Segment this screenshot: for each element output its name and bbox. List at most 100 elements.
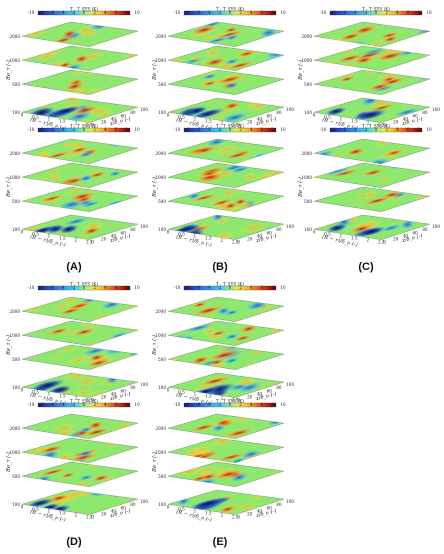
colorbar-tick: 2 xyxy=(385,10,388,15)
colorbar-tick: 4 xyxy=(250,402,253,407)
colorbar-title: T - T_SYS (K) xyxy=(362,6,390,11)
x-tick-label: 1 xyxy=(194,233,197,238)
z-tick-label: 20 xyxy=(247,395,253,400)
colorbar-tick: -2 xyxy=(217,402,221,407)
colorbar xyxy=(37,127,131,133)
colorbar-tick: 10 xyxy=(280,127,286,132)
z-tick-label: 40 xyxy=(257,116,263,121)
z-tick-label: 0 xyxy=(237,123,240,128)
y-tick-label: 500 xyxy=(158,357,166,362)
y-axis-label: Re_τ (-) xyxy=(5,335,12,356)
colorbar-tick: 8 xyxy=(417,127,420,132)
y-tick-label: 100 xyxy=(304,110,312,115)
colorbar-tick: -10 xyxy=(174,10,181,15)
z-tick-label: 60 xyxy=(121,388,127,393)
x-tick-label: 0.5 xyxy=(324,231,331,236)
colorbar-tick: 0 xyxy=(83,285,86,290)
y-tick-label: 500 xyxy=(158,199,166,204)
x-tick-label: 1.5 xyxy=(205,394,212,399)
colorbar-tick: -8 xyxy=(332,10,336,15)
x-tick-label: 2 xyxy=(74,121,77,126)
panel-label: (E) xyxy=(213,536,228,548)
z-tick-label: 0 xyxy=(91,240,94,245)
z-tick-label: 40 xyxy=(111,391,117,396)
colorbar-tick: 10 xyxy=(280,402,286,407)
colorbar-tick: -4 xyxy=(207,402,211,407)
colorbar-tick: 0 xyxy=(229,402,232,407)
colorbar-title: T - T_SYS (K) xyxy=(216,398,244,403)
x-tick-label: 0 xyxy=(167,229,170,234)
y-tick-label: 500 xyxy=(12,199,20,204)
z-tick-label: 100 xyxy=(140,107,148,112)
x-tick-label: 0 xyxy=(21,229,24,234)
x-tick-label: 2.5 xyxy=(378,123,385,128)
y-tick-label: 100 xyxy=(12,110,20,115)
z-tick-label: 40 xyxy=(111,116,117,121)
z-tick-label: 20 xyxy=(393,120,399,125)
x-tick-label: 0.5 xyxy=(178,114,185,119)
panel-label: (B) xyxy=(212,261,228,273)
colorbar-tick: 6 xyxy=(406,127,409,132)
colorbar-tick: 10 xyxy=(426,10,432,15)
colorbar-tick: -4 xyxy=(353,127,357,132)
colorbar-tick: -6 xyxy=(196,285,200,290)
temperature-field xyxy=(22,22,112,47)
y-tick-label: 1000 xyxy=(301,175,312,180)
z-tick-label: 80 xyxy=(130,227,136,232)
x-tick-label: 1 xyxy=(48,116,51,121)
x-tick-label: 1 xyxy=(194,116,197,121)
colorbar-tick: -6 xyxy=(50,285,54,290)
colorbar-tick: 8 xyxy=(125,10,128,15)
colorbar-tick: 8 xyxy=(271,285,274,290)
z-tick-label: 60 xyxy=(267,388,273,393)
y-tick-label: 500 xyxy=(158,82,166,87)
z-tick-label: 80 xyxy=(422,110,428,115)
colorbar-tick: -2 xyxy=(363,10,367,15)
colorbar-tick: 2 xyxy=(93,402,96,407)
panel-d: T - T_SYS (K)-10 -8 -6 -4 -2 0 2 4 6 8 10200010005… xyxy=(5,281,148,548)
y-axis-label: Re_τ (-) xyxy=(151,177,158,198)
x-tick-label: 2 xyxy=(74,513,77,518)
colorbar-tick: -4 xyxy=(61,10,65,15)
z-tick-label: 20 xyxy=(101,237,107,242)
x-tick-label: 2 xyxy=(366,121,369,126)
x-tick-label: 0 xyxy=(167,504,170,509)
colorbar-tick: -8 xyxy=(40,402,44,407)
y-axis-label: Re_τ (-) xyxy=(5,452,12,473)
panel-e: T - T_SYS (K)-10 -8 -6 -4 -2 0 2 4 6 8 10200010005… xyxy=(151,281,294,548)
colorbar-tick: 4 xyxy=(396,10,399,15)
colorbar-tick: 4 xyxy=(250,285,253,290)
z-tick-label: 0 xyxy=(91,123,94,128)
colorbar-title: T - T_SYS (K) xyxy=(70,123,98,128)
z-tick-label: 80 xyxy=(276,227,282,232)
y-tick-label: 2000 xyxy=(9,151,20,156)
panel-c: T - T_SYS (K)-10 -8 -6 -4 -2 0 2 4 6 8 10200010005… xyxy=(297,6,440,273)
colorbar-tick: 6 xyxy=(406,10,409,15)
colorbar-tick: -10 xyxy=(28,402,35,407)
y-tick-label: 1000 xyxy=(155,175,166,180)
y-tick-label: 2000 xyxy=(9,426,20,431)
x-tick-label: 0.5 xyxy=(178,506,185,511)
x-tick-label: 2.5 xyxy=(232,123,239,128)
colorbar-tick: 2 xyxy=(385,127,388,132)
colorbar-tick: -6 xyxy=(196,127,200,132)
z-tick-label: 40 xyxy=(111,233,117,238)
colorbar-tick: -2 xyxy=(71,127,75,132)
z-tick-label: 80 xyxy=(422,227,428,232)
z-tick-label: 0 xyxy=(237,398,240,403)
x-tick-label: 0 xyxy=(21,112,24,117)
colorbar-tick: 4 xyxy=(104,402,107,407)
panel-label: (C) xyxy=(358,261,374,273)
x-tick-label: 1 xyxy=(48,233,51,238)
colorbar xyxy=(329,127,423,133)
y-axis-label: Re_τ (-) xyxy=(151,60,158,81)
colorbar xyxy=(37,10,131,16)
z-tick-label: 80 xyxy=(276,110,282,115)
z-tick-label: 100 xyxy=(286,382,294,387)
z-tick-label: 0 xyxy=(237,240,240,245)
colorbar-tick: 0 xyxy=(375,10,378,15)
z-tick-label: 60 xyxy=(267,230,273,235)
z-tick-label: 80 xyxy=(276,385,282,390)
y-tick-label: 2000 xyxy=(155,426,166,431)
colorbar-tick: -6 xyxy=(50,127,54,132)
